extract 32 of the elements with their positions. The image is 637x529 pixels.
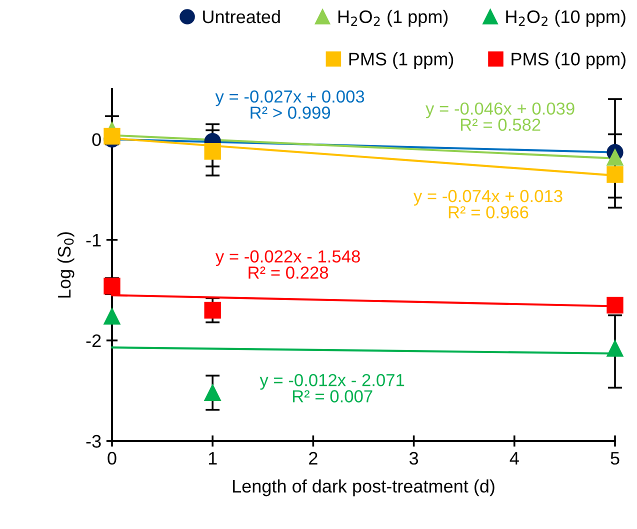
point <box>204 302 221 319</box>
point <box>606 296 624 314</box>
point <box>606 166 624 183</box>
y-axis-title: Log (S$_{0}$) <box>57 232 74 298</box>
legend-label: PMS (10 ppm) <box>512 52 626 70</box>
annotation: y = -0.027x + 0.003 R² > 0.999 <box>215 90 364 119</box>
annotation: y = -0.012x - 2.071 R² = 0.007 <box>260 374 404 402</box>
point <box>104 308 120 325</box>
legend-label: PMS (1 ppm) <box>349 52 454 70</box>
point <box>606 149 624 166</box>
y-tick-label: -1 <box>86 234 101 246</box>
point <box>104 278 120 294</box>
annotation: y = -0.022x - 1.548 R² = 0.228 <box>215 250 360 279</box>
x-tick-label: 4 <box>510 452 519 464</box>
legend-label: H$_{2}$O$_{2}$ (1 ppm) <box>338 10 448 27</box>
x-tick-label: 5 <box>610 452 620 465</box>
x-tick-label: 1 <box>208 452 217 464</box>
annotation: y = -0.046x + 0.039 R² = 0.582 <box>426 102 574 131</box>
point <box>204 384 221 402</box>
point <box>606 340 624 357</box>
x-tick-label: 2 <box>309 452 318 464</box>
point <box>104 128 120 145</box>
point <box>204 143 221 160</box>
x-tick-label: 0 <box>108 452 116 465</box>
y-tick-label: -2 <box>86 334 101 347</box>
x-axis-title: Length of dark post-treatment (d) <box>233 479 494 496</box>
x-tick-label: 3 <box>409 452 418 465</box>
legend-label: Untreated <box>203 10 280 24</box>
annotation: y = -0.074x + 0.013 R² = 0.966 <box>413 190 562 218</box>
y-tick-label: -3 <box>86 434 101 448</box>
y-tick-label: 0 <box>92 133 101 146</box>
legend-label: H$_{2}$O$_{2}$ (10 ppm) <box>506 10 626 27</box>
